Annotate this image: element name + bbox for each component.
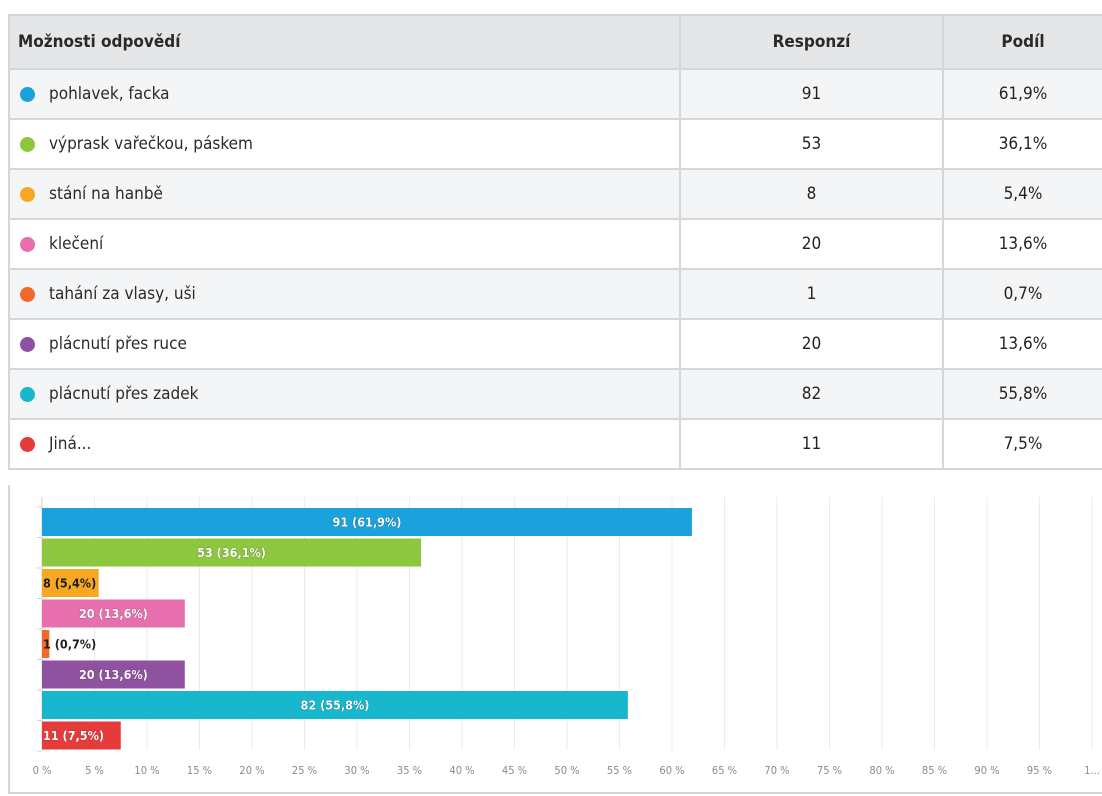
responses-cell: 1 [680, 269, 943, 319]
x-tick-label: 10 % [134, 764, 159, 777]
x-tick-label: 70 % [764, 764, 789, 777]
option-label: výprask vařečkou, páskem [49, 134, 253, 154]
bar-data-label: 1 (0,7%) [43, 637, 96, 652]
bar-data-label: 53 (36,1%) [197, 545, 266, 560]
table-row: klečení 2013,6% [9, 219, 1102, 269]
column-header-share[interactable]: Podíl [943, 15, 1102, 69]
share-cell: 7,5% [943, 419, 1102, 469]
option-label: plácnutí přes ruce [49, 334, 187, 354]
legend-dot-icon [20, 187, 35, 202]
legend-dot-icon [20, 387, 35, 402]
responses-cell: 20 [680, 219, 943, 269]
legend-dot-icon [20, 337, 35, 352]
x-tick-label: 75 % [817, 764, 842, 777]
table-row: plácnutí přes ruce 2013,6% [9, 319, 1102, 369]
responses-cell: 82 [680, 369, 943, 419]
option-label: pohlavek, facka [49, 84, 170, 104]
responses-cell: 91 [680, 69, 943, 119]
x-tick-label: 20 % [239, 764, 264, 777]
x-tick-label: 25 % [292, 764, 317, 777]
table-body: pohlavek, facka9161,9%výprask vařečkou, … [9, 69, 1102, 469]
x-tick-label: 55 % [607, 764, 632, 777]
option-cell: pohlavek, facka [9, 69, 680, 119]
column-header-option[interactable]: Možnosti odpovědí [9, 15, 680, 69]
share-cell: 55,8% [943, 369, 1102, 419]
share-cell: 36,1% [943, 119, 1102, 169]
responses-cell: 53 [680, 119, 943, 169]
bar-data-label: 8 (5,4%) [43, 576, 96, 591]
share-cell: 13,6% [943, 319, 1102, 369]
x-tick-label: 90 % [974, 764, 999, 777]
share-cell: 5,4% [943, 169, 1102, 219]
x-tick-label: 85 % [922, 764, 947, 777]
legend-dot-icon [20, 237, 35, 252]
share-cell: 61,9% [943, 69, 1102, 119]
bar-data-label: 20 (13,6%) [79, 606, 148, 621]
option-label: Jiná... [49, 434, 91, 454]
option-label: klečení [49, 234, 103, 254]
x-tick-label: 65 % [712, 764, 737, 777]
option-cell: Jiná... [9, 419, 680, 469]
x-tick-label: 45 % [502, 764, 527, 777]
x-tick-label: 30 % [344, 764, 369, 777]
bar-chart: 0 % 5 % 10 % 15 % 20 % 25 % 30 % 35 % 40 % 45 % 50… [8, 485, 1102, 794]
legend-dot-icon [20, 287, 35, 302]
x-tick-label: 95 % [1027, 764, 1052, 777]
table-row: výprask vařečkou, páskem 5336,1% [9, 119, 1102, 169]
option-cell: výprask vařečkou, páskem [9, 119, 680, 169]
option-label: tahání za vlasy, uši [49, 284, 196, 304]
x-tick-label: 35 % [397, 764, 422, 777]
x-tick-label: 0 % [33, 764, 52, 777]
bar-data-label: 11 (7,5%) [43, 728, 104, 743]
x-tick-label: 5 % [85, 764, 104, 777]
option-label: stání na hanbě [49, 184, 163, 204]
bar-data-label: 82 (55,8%) [301, 698, 370, 713]
x-tick-label: 40 % [449, 764, 474, 777]
x-tick-label: 1... [1084, 764, 1100, 777]
share-cell: 0,7% [943, 269, 1102, 319]
column-header-responses[interactable]: Responzí [680, 15, 943, 69]
legend-dot-icon [20, 437, 35, 452]
table-row: tahání za vlasy, uši 10,7% [9, 269, 1102, 319]
responses-cell: 11 [680, 419, 943, 469]
table-row: plácnutí přes zadek 8255,8% [9, 369, 1102, 419]
option-cell: tahání za vlasy, uši [9, 269, 680, 319]
x-tick-label: 80 % [869, 764, 894, 777]
option-cell: klečení [9, 219, 680, 269]
table-row: stání na hanbě 85,4% [9, 169, 1102, 219]
table-header-row: Možnosti odpovědí Responzí Podíl [9, 15, 1102, 69]
bar-chart-svg: 0 % 5 % 10 % 15 % 20 % 25 % 30 % 35 % 40 % 45 % 50… [10, 485, 1102, 792]
share-cell: 13,6% [943, 219, 1102, 269]
x-tick-label: 60 % [659, 764, 684, 777]
results-table: Možnosti odpovědí Responzí Podíl pohlave… [8, 14, 1102, 470]
option-cell: stání na hanbě [9, 169, 680, 219]
option-label: plácnutí přes zadek [49, 384, 198, 404]
legend-dot-icon [20, 137, 35, 152]
table-row: pohlavek, facka 9161,9% [9, 69, 1102, 119]
responses-cell: 8 [680, 169, 943, 219]
x-tick-label: 15 % [187, 764, 212, 777]
legend-dot-icon [20, 87, 35, 102]
option-cell: plácnutí přes ruce [9, 319, 680, 369]
bar-data-label: 91 (61,9%) [333, 515, 402, 530]
bar-data-label: 20 (13,6%) [79, 667, 148, 682]
table-row: Jiná... 117,5% [9, 419, 1102, 469]
responses-cell: 20 [680, 319, 943, 369]
x-tick-label: 50 % [554, 764, 579, 777]
option-cell: plácnutí přes zadek [9, 369, 680, 419]
